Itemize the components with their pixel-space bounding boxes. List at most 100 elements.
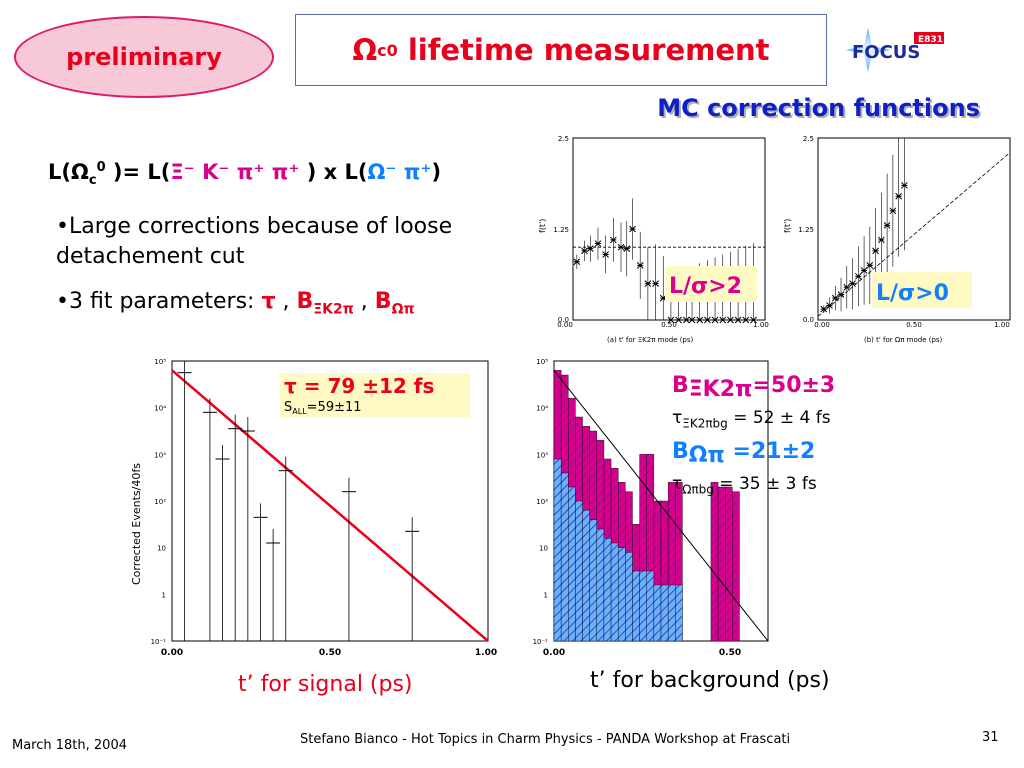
data-point	[609, 236, 617, 244]
histogram-bar	[717, 486, 726, 642]
footer-date: March 18th, 2004	[12, 738, 127, 753]
data-point	[742, 316, 750, 324]
tick-y-3: 10²	[154, 498, 166, 506]
axis-label-y: Corrected Events/40fs	[130, 463, 143, 585]
logo-text: FOCUS	[852, 42, 920, 63]
bullet-corrections: •Large corrections because of loose deta…	[56, 214, 453, 269]
bom-value: =21±2	[724, 438, 816, 464]
s-all-pre: S	[284, 400, 292, 415]
formula-omega-part: Ω⁻ π⁺	[367, 160, 432, 184]
histogram-bar	[653, 584, 662, 642]
tick-y-2: 10	[539, 545, 548, 553]
data-point	[895, 192, 902, 200]
y-ticks: 10⁻¹ 1 10 10² 10³ 10⁴ 10⁵	[533, 358, 549, 646]
data-point	[573, 258, 581, 266]
data-point	[675, 316, 682, 324]
tick-y-1: 1.25	[553, 226, 569, 234]
data-point	[901, 181, 908, 189]
histogram-bar	[732, 491, 740, 642]
chart-background: 0.00 0.50 10⁻¹ 1 10 10² 10³ 10⁴ 10⁵	[533, 358, 769, 658]
tick-y-4: 10³	[536, 451, 548, 459]
annotation-ls2: L/σ>2	[669, 274, 742, 299]
bullet-b1: B	[296, 289, 314, 314]
data-point	[667, 316, 675, 324]
data-point	[711, 316, 719, 324]
caption-signal: t’ for signal (ps)	[238, 672, 413, 697]
tick-y-2: 2.5	[558, 135, 569, 143]
chart-background-marks	[553, 370, 769, 642]
histogram-bar	[589, 519, 597, 642]
tick-y-0: 10⁻¹	[533, 638, 549, 646]
bom-label: B	[672, 438, 689, 464]
tick-x-1: 0.50	[906, 321, 922, 329]
tick-y-1: 1	[544, 591, 548, 599]
data-point	[727, 316, 734, 324]
histogram-bar	[617, 547, 626, 642]
plot-frame	[817, 137, 1011, 321]
tick-y-2: 10	[157, 545, 166, 553]
s-all-sub: ALL	[292, 407, 307, 416]
page-number: 31	[982, 730, 999, 745]
tick-y-2: 2.5	[803, 135, 814, 143]
tick-x-1: 0.50	[319, 648, 341, 658]
formula-l3: ) x L(	[299, 160, 368, 184]
axis-label-y: f(t')	[783, 219, 792, 233]
tick-x-0: 0.00	[814, 321, 830, 329]
formula-l4: )	[431, 160, 442, 184]
data-point	[831, 294, 839, 302]
histogram-bar	[553, 458, 562, 642]
data-point	[688, 316, 696, 324]
bullet-b2: B	[374, 289, 392, 314]
title-sub: c	[377, 40, 387, 60]
histogram-bar	[724, 486, 733, 642]
tau-xi-label: τ	[672, 408, 683, 429]
formula-xi-part: Ξ⁻ K⁻ π⁺ π⁺	[170, 160, 300, 184]
axis-label-x: (b) t' for Ωπ mode (ps)	[864, 336, 943, 344]
bullet-sep1: ,	[275, 289, 297, 314]
title-text: lifetime measurement	[407, 33, 770, 67]
histogram-bar	[603, 538, 612, 642]
tick-y-6: 10⁵	[154, 358, 166, 366]
likelihood-formula: L(Ωc0 )= L(Ξ⁻ K⁻ π⁺ π⁺ ) x L(Ω⁻ π⁺)	[48, 160, 441, 188]
data-point	[636, 262, 644, 269]
data-point	[617, 243, 625, 251]
chart-signal: Corrected Events/40fs 0.00 0.50 1.00 10⁻…	[130, 358, 497, 658]
data-point	[682, 316, 690, 324]
tick-y-1: 1	[162, 591, 166, 599]
tau-om-sub: Ωπbg	[682, 482, 714, 497]
tick-x-2: 1.00	[753, 321, 769, 329]
caption-background: t’ for background (ps)	[590, 668, 830, 693]
data-point	[849, 280, 856, 287]
bom-sub: Ωπ	[688, 442, 725, 468]
axis-label-x: (a) t' for ΞK2π mode (ps)	[607, 336, 694, 344]
bxi-sub: ΞK2π	[688, 377, 753, 403]
bullet-params-pre: •3 fit parameters:	[56, 289, 262, 314]
tick-x-0: 0.00	[543, 648, 565, 658]
axis-label-y: f(t')	[538, 219, 547, 233]
chart-mc-omega: f(t') (b) t' for Ωπ mode (ps) 0.00 0.50 …	[783, 135, 1011, 344]
y-ticks: 10⁻¹ 1 10 10² 10³ 10⁴ 10⁵	[151, 358, 167, 646]
chart-mc-xi-marks	[573, 198, 765, 324]
data-point	[820, 305, 828, 313]
data-point	[696, 316, 704, 324]
histogram-bar	[632, 570, 640, 642]
bxi-value: =50±3	[752, 373, 836, 398]
data-point	[652, 280, 659, 287]
data-point	[866, 262, 874, 269]
data-point	[581, 247, 588, 255]
background-fit-results: BΞK2π=50±3 τΞK2πbg = 52 ± 4 fs BΩπ =21±2…	[672, 372, 835, 503]
data-point	[704, 316, 711, 324]
bxi-label: B	[672, 373, 689, 398]
focus-logo: FOCUS E831	[846, 28, 944, 72]
mc-title: MC correction functions	[657, 94, 980, 122]
chart-mc-xi: f(t') (a) t' for ΞK2π mode (ps) 0.00 0.5…	[538, 135, 769, 344]
data-point	[623, 245, 631, 253]
data-point	[602, 251, 609, 258]
histogram-bar	[568, 486, 576, 642]
data-point	[883, 222, 891, 229]
data-point	[629, 225, 636, 233]
data-point	[644, 280, 652, 287]
tick-y-0: 0.0	[803, 316, 814, 324]
tau-xi-sub: ΞK2πbg	[682, 416, 728, 431]
data-point	[837, 291, 845, 298]
